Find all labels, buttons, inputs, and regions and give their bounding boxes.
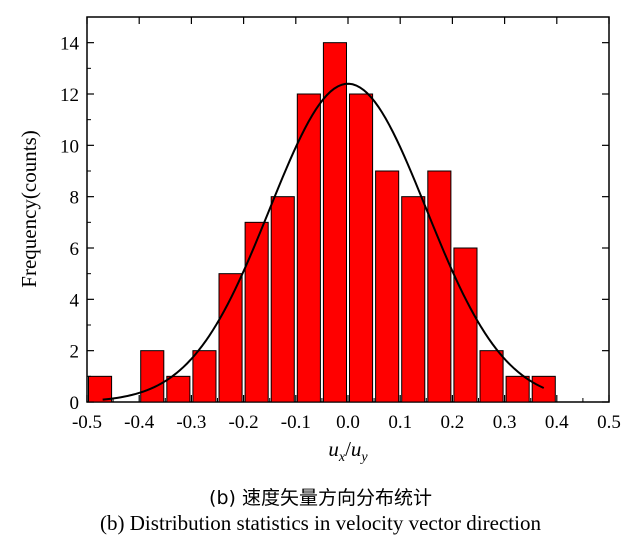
x-tick-label: 0.2 [441,412,465,433]
histogram-bar [427,170,452,403]
histogram-bar [401,196,426,403]
x-tick-label: -0.4 [124,412,155,433]
y-tick-label: 2 [70,342,80,363]
caption-chinese: (b) 速度矢量方向分布统计 [209,487,432,509]
histogram-bar [375,170,400,403]
y-axis-ticks: 0 2 4 6 8 10 12 14 [60,16,609,414]
histogram-bar [218,273,243,403]
histogram-bar [296,93,321,403]
y-tick-label: 12 [60,85,79,106]
histogram-bar [349,93,374,403]
histogram-bar [88,375,113,403]
histogram-bar [322,42,347,403]
y-tick-label: 0 [70,393,80,414]
caption-english: (b) Distribution statistics in velocity … [100,511,541,535]
x-tick-label: 0.5 [597,412,621,433]
x-axis-label: ux/uy [328,437,368,465]
bars-group [88,42,556,403]
histogram-bar [505,375,530,403]
histogram-bar [166,375,191,403]
histogram-bar [244,221,269,403]
y-tick-label: 10 [60,136,79,157]
x-tick-label: -0.5 [72,412,102,433]
x-axis-ticks: -0.5 -0.4 -0.3 -0.2 -0.1 0.0 0.1 0.2 0.3 0.4 0.5 [72,17,621,433]
x-tick-label: -0.2 [229,412,259,433]
x-tick-label: -0.1 [281,412,311,433]
y-tick-label: 6 [70,239,80,260]
plot-frame [86,16,610,403]
histogram-bar [270,196,295,403]
histogram-bar [531,375,556,403]
histogram-chart: -0.5 -0.4 -0.3 -0.2 -0.1 0.0 0.1 0.2 0.3 0.4 0.5 0… [17,16,621,465]
x-tick-label: -0.3 [176,412,206,433]
x-tick-label: 0.4 [545,412,569,433]
x-tick-label: 0.3 [493,412,517,433]
y-tick-label: 8 [70,188,80,209]
y-axis-label: Frequency(counts) [17,130,41,287]
y-tick-label: 4 [70,290,80,311]
histogram-bar [479,350,504,403]
x-tick-label: 0.0 [336,412,360,433]
x-tick-label: 0.1 [388,412,412,433]
histogram-bar [192,350,217,403]
y-tick-label: 14 [60,34,80,55]
histogram-bar [453,247,478,403]
gaussian-fit-curve [102,82,545,401]
histogram-bar [140,350,165,403]
